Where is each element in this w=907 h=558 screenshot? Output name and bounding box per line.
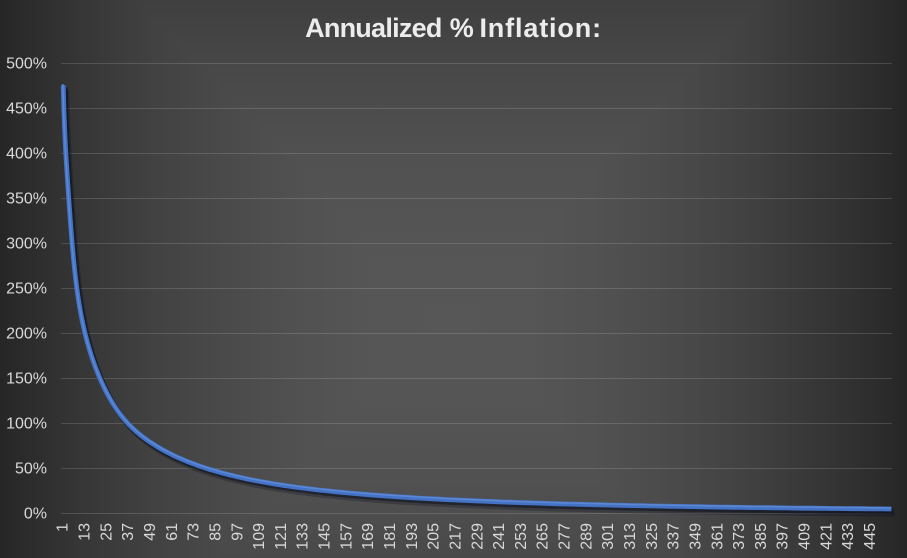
svg-text:121: 121 bbox=[273, 523, 290, 550]
svg-text:150%: 150% bbox=[6, 371, 47, 388]
svg-text:169: 169 bbox=[360, 523, 377, 550]
svg-text:25: 25 bbox=[98, 523, 115, 541]
svg-text:193: 193 bbox=[404, 523, 421, 550]
svg-text:361: 361 bbox=[709, 523, 726, 550]
svg-text:289: 289 bbox=[578, 523, 595, 550]
svg-text:373: 373 bbox=[731, 523, 748, 550]
svg-text:450%: 450% bbox=[6, 101, 47, 118]
svg-text:433: 433 bbox=[840, 523, 857, 550]
svg-text:250%: 250% bbox=[6, 281, 47, 298]
svg-text:500%: 500% bbox=[6, 56, 47, 73]
svg-text:229: 229 bbox=[469, 523, 486, 550]
svg-text:400%: 400% bbox=[6, 146, 47, 163]
svg-text:85: 85 bbox=[208, 523, 225, 541]
svg-text:301: 301 bbox=[600, 523, 617, 550]
svg-text:337: 337 bbox=[666, 523, 683, 550]
svg-text:217: 217 bbox=[448, 523, 465, 550]
svg-text:277: 277 bbox=[557, 523, 574, 550]
svg-text:445: 445 bbox=[862, 523, 879, 550]
svg-text:157: 157 bbox=[338, 523, 355, 550]
svg-text:97: 97 bbox=[229, 523, 246, 541]
svg-text:73: 73 bbox=[186, 523, 203, 541]
svg-text:109: 109 bbox=[251, 523, 268, 550]
svg-text:241: 241 bbox=[491, 523, 508, 550]
svg-text:313: 313 bbox=[622, 523, 639, 550]
svg-text:300%: 300% bbox=[6, 236, 47, 253]
svg-text:0%: 0% bbox=[24, 506, 47, 523]
svg-text:397: 397 bbox=[775, 523, 792, 550]
svg-text:13: 13 bbox=[77, 523, 94, 541]
svg-text:205: 205 bbox=[426, 523, 443, 550]
svg-text:37: 37 bbox=[120, 523, 137, 541]
svg-text:49: 49 bbox=[142, 523, 159, 541]
svg-text:61: 61 bbox=[164, 523, 181, 541]
svg-text:409: 409 bbox=[797, 523, 814, 550]
svg-text:133: 133 bbox=[295, 523, 312, 550]
svg-text:253: 253 bbox=[513, 523, 530, 550]
svg-text:100%: 100% bbox=[6, 416, 47, 433]
svg-text:350%: 350% bbox=[6, 191, 47, 208]
svg-text:200%: 200% bbox=[6, 326, 47, 343]
svg-text:385: 385 bbox=[753, 523, 770, 550]
svg-text:265: 265 bbox=[535, 523, 552, 550]
svg-text:421: 421 bbox=[818, 523, 835, 550]
svg-text:181: 181 bbox=[382, 523, 399, 550]
svg-text:1: 1 bbox=[55, 523, 72, 532]
svg-text:349: 349 bbox=[688, 523, 705, 550]
svg-text:50%: 50% bbox=[15, 461, 47, 478]
svg-text:145: 145 bbox=[317, 523, 334, 550]
svg-text:325: 325 bbox=[644, 523, 661, 550]
